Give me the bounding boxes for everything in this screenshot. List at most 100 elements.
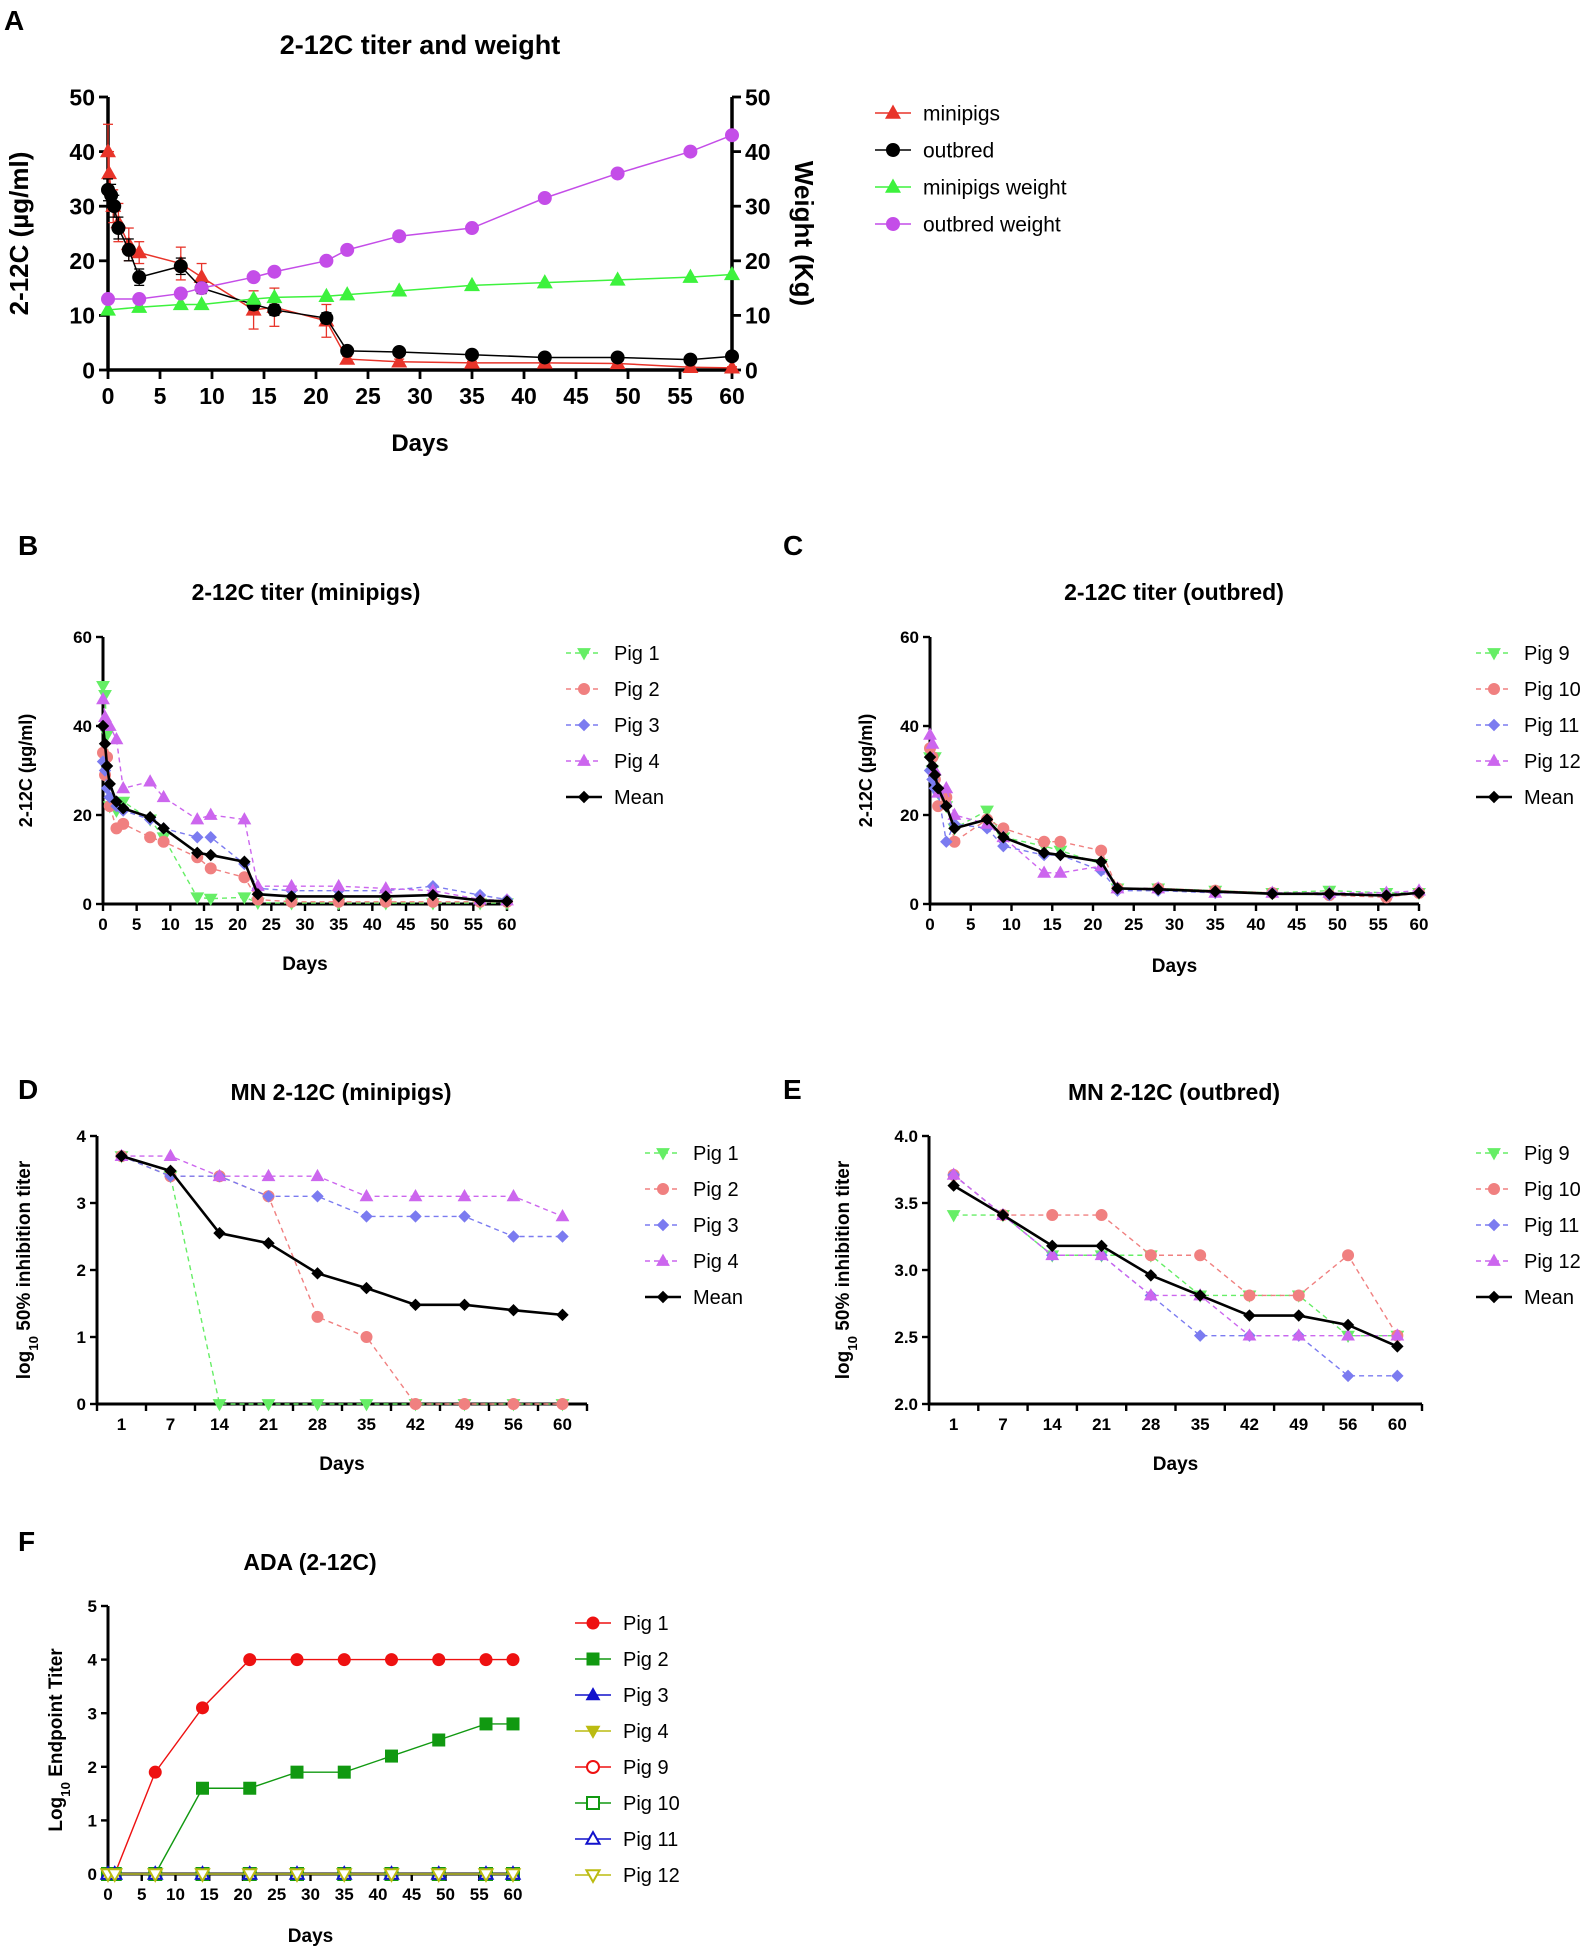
x-tick-label: 10 — [166, 1885, 185, 1904]
legend-marker — [1488, 683, 1500, 695]
x-tick-label: 60 — [553, 1415, 572, 1434]
panel-b: B 2-12C titer (minipigs) 0 20 40 60 0 5 10 15 20 25… — [16, 530, 664, 975]
x-tick-label: 40 — [363, 915, 382, 934]
x-tick-label: 60 — [719, 383, 745, 409]
data-point — [1380, 889, 1393, 902]
legend-label: Mean — [1524, 787, 1574, 809]
x-tick-label: 20 — [1084, 915, 1103, 934]
legend-marker — [585, 1725, 601, 1739]
data-point — [458, 1298, 471, 1312]
legend-marker — [584, 1869, 602, 1884]
x-tick-label: 35 — [1191, 1415, 1210, 1434]
data-point — [191, 831, 204, 844]
data-point — [290, 1653, 304, 1667]
x-tick-label: 25 — [355, 383, 381, 409]
data-point — [379, 890, 393, 903]
y-tick-label: 1 — [77, 1328, 86, 1347]
legend-label: Pig 12 — [1524, 1251, 1581, 1273]
legend-marker — [586, 1652, 600, 1666]
x-tick-label: 55 — [470, 1885, 489, 1904]
series-line — [121, 1155, 563, 1218]
y-tick-label: 20 — [69, 248, 95, 274]
data-point — [191, 846, 204, 860]
data-point — [204, 831, 217, 844]
data-point — [458, 1210, 471, 1223]
panel-letter: F — [18, 1526, 35, 1557]
data-point — [507, 1398, 520, 1410]
legend-label: Mean — [1524, 1287, 1574, 1309]
x-tick-label: 20 — [234, 1885, 253, 1904]
legend-marker — [1488, 1183, 1500, 1195]
x-tick-label: 30 — [301, 1885, 320, 1904]
data-point — [115, 1149, 128, 1163]
data-point — [121, 242, 136, 257]
data-point — [246, 270, 261, 285]
legend: Pig 1 Pig 2 Pig 3 Pig 4 Mean — [645, 1143, 743, 1309]
data-point — [1053, 865, 1068, 878]
data-point — [237, 812, 252, 825]
data-point — [946, 1210, 961, 1223]
legend-label: outbred — [923, 140, 994, 163]
x-tick-label: 60 — [1410, 915, 1429, 934]
data-point — [311, 1267, 324, 1280]
y2-tick-label: 40 — [745, 139, 771, 165]
series-line — [107, 151, 733, 369]
data-point — [940, 835, 953, 848]
data-point — [391, 282, 408, 297]
x-axis-label: Days — [282, 954, 327, 975]
legend-marker — [1487, 648, 1501, 661]
x-tick-label: 20 — [228, 915, 247, 934]
data-point — [266, 288, 283, 304]
data-point — [116, 780, 131, 794]
x-tick-label: 40 — [369, 1885, 388, 1904]
y2-tick-label: 0 — [745, 357, 758, 383]
x-tick-label: 1 — [949, 1415, 958, 1434]
data-point — [391, 353, 408, 368]
x-tick-label: 5 — [137, 1885, 146, 1904]
x-tick-label: 10 — [199, 383, 225, 409]
y-tick-label: 20 — [73, 806, 92, 825]
data-point — [506, 1188, 521, 1202]
chart-title: MN 2-12C (outbred) — [1068, 1079, 1280, 1105]
legend-label: Pig 10 — [1524, 679, 1581, 701]
x-tick-label: 5 — [132, 915, 141, 934]
data-point — [212, 1168, 227, 1182]
data-point — [238, 855, 251, 868]
data-point — [143, 774, 158, 787]
legend-label: Pig 2 — [693, 1179, 739, 1201]
data-point — [164, 1164, 177, 1178]
x-tick-label: 42 — [406, 1415, 425, 1434]
legend-marker — [656, 1253, 670, 1266]
data-point — [360, 1331, 373, 1343]
legend-marker — [656, 1218, 670, 1232]
y2-tick-label: 50 — [745, 84, 771, 110]
data-point — [1266, 887, 1279, 900]
y-tick-label: 2 — [88, 1758, 97, 1777]
x-tick-label: 55 — [1369, 915, 1388, 934]
x-tick-label: 25 — [1124, 915, 1143, 934]
data-point — [190, 892, 205, 905]
data-point — [241, 1868, 259, 1883]
y-tick-label: 4.0 — [894, 1127, 918, 1146]
series-pig-3 — [115, 1149, 569, 1243]
data-point — [725, 349, 739, 364]
legend-label: Pig 2 — [614, 679, 660, 701]
data-point — [1391, 1369, 1404, 1383]
legend-label: Pig 3 — [614, 715, 660, 737]
legend-label: Mean — [693, 1287, 743, 1309]
data-point — [682, 268, 699, 283]
data-point — [340, 242, 355, 257]
panel-letter: D — [18, 1074, 38, 1105]
legend-marker — [1487, 718, 1501, 732]
y-axis-label: log10 50% inhibition titer — [14, 1160, 41, 1379]
panel-e: E MN 2-12C (outbred) 2.0 2.5 3.0 3.5 4.0 1 7 14 21… — [783, 1074, 1581, 1475]
data-point — [131, 298, 148, 313]
series-mean — [923, 750, 1426, 902]
y-tick-label: 0 — [88, 1865, 97, 1884]
data-point — [1054, 835, 1067, 848]
y-tick-label: 3 — [77, 1194, 86, 1213]
data-point — [193, 268, 210, 283]
data-point — [725, 128, 739, 143]
data-point — [610, 166, 625, 181]
